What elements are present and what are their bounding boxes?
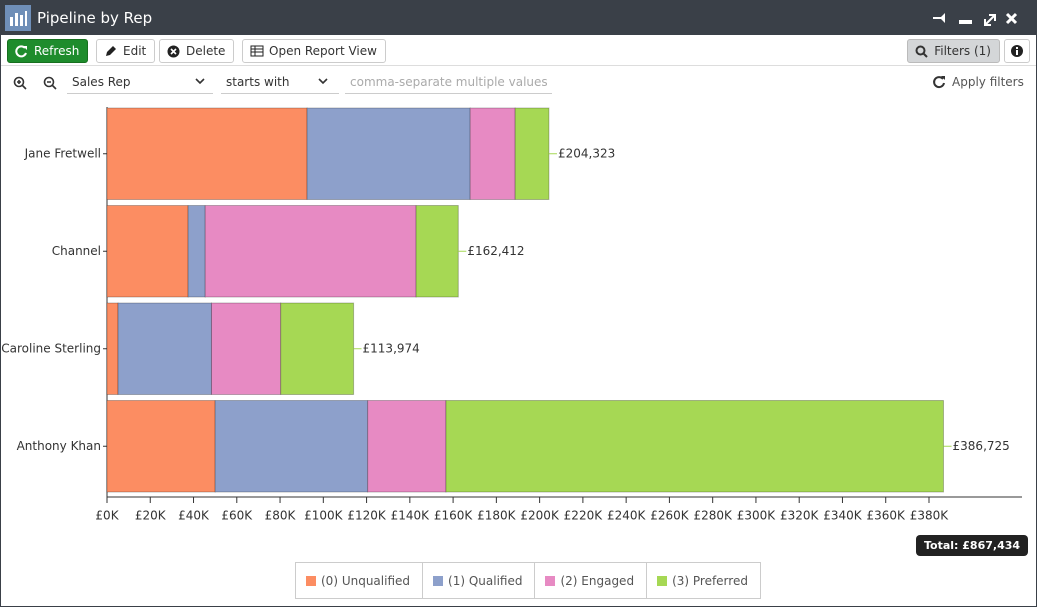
button-label: Edit <box>123 44 147 58</box>
bar-segment <box>210 302 282 395</box>
x-tick-label: £360K <box>867 509 907 523</box>
x-tick-label: £80K <box>265 509 297 523</box>
bar-segment <box>187 205 206 298</box>
bar-segment <box>280 302 355 395</box>
x-tick-label: £340K <box>823 509 863 523</box>
bar-segment <box>306 107 471 200</box>
chart: £0K £20K £40K £60K £80K £100K £120K £140K £160K £… <box>1 107 1022 523</box>
bar-segment <box>106 107 308 200</box>
edit-button[interactable]: Edit <box>96 39 156 63</box>
bar-segment <box>106 400 216 493</box>
y-tick-label: Channel <box>52 244 101 258</box>
y-tick-label: Caroline Sterling <box>1 341 101 355</box>
y-tick-label: Anthony Khan <box>17 439 101 453</box>
legend-label: (0) Unqualified <box>321 573 411 588</box>
filter-field[interactable]: Sales Rep <box>72 75 131 89</box>
divider <box>1 65 1036 66</box>
underline <box>221 93 339 94</box>
report-button[interactable]: Open Report View <box>242 39 386 63</box>
apply-filters[interactable]: Apply filters <box>952 75 1024 89</box>
filter-operator[interactable]: starts with <box>226 75 290 89</box>
refresh-button[interactable]: Refresh <box>7 39 89 63</box>
bar-segment <box>445 400 944 493</box>
x-tick-label: £160K <box>434 509 474 523</box>
bar-segment <box>214 400 369 493</box>
bar-segment <box>469 107 516 200</box>
x-tick-label: £120K <box>347 509 387 523</box>
x-tick-label: £280K <box>693 509 733 523</box>
underline <box>345 93 552 94</box>
bar-segment <box>415 205 459 298</box>
legend-item[interactable]: (2) Engaged <box>535 563 648 598</box>
x-tick-label: £260K <box>650 509 690 523</box>
legend-swatch <box>657 575 668 586</box>
y-tick-label: Jane Fretwell <box>24 146 101 160</box>
x-tick-label: £0K <box>95 509 119 523</box>
legend-swatch <box>433 575 444 586</box>
button-label: Open Report View <box>269 44 377 58</box>
x-tick-label: £200K <box>520 509 560 523</box>
window-controls[interactable] <box>931 9 1026 29</box>
legend-label: (3) Preferred <box>672 573 748 588</box>
legend-label: (1) Qualified <box>448 573 523 588</box>
x-tick-label: £100K <box>304 509 344 523</box>
legend-label: (2) Engaged <box>560 573 635 588</box>
legend-item[interactable]: (0) Unqualified <box>296 563 424 598</box>
button-label: Delete <box>186 44 226 58</box>
bar-segment <box>106 205 189 298</box>
legend: (0) Unqualified (1) Qualified (2) Engaged (… <box>295 562 761 599</box>
bar-segment <box>106 302 119 395</box>
bar-segment <box>204 205 417 298</box>
dropdown-arrows <box>195 78 328 85</box>
app-icon <box>5 5 31 31</box>
legend-item[interactable]: (3) Preferred <box>647 563 760 598</box>
total-badge: Total: £867,434 <box>916 535 1029 556</box>
x-tick-label: £40K <box>178 509 210 523</box>
total-label: £204,323 <box>558 146 615 160</box>
x-tick-label: £20K <box>135 509 167 523</box>
button-label: Refresh <box>34 44 80 58</box>
title-bar: Pipeline by Rep <box>1 1 1036 35</box>
bar-segment <box>367 400 447 493</box>
window-title: Pipeline by Rep <box>37 9 153 27</box>
x-tick-label: £240K <box>607 509 647 523</box>
legend-item[interactable]: (1) Qualified <box>423 563 536 598</box>
x-tick-label: £380K <box>910 509 950 523</box>
total-label: £113,974 <box>363 341 420 355</box>
underline <box>67 93 213 94</box>
x-tick-label: £220K <box>564 509 604 523</box>
delete-button[interactable]: Delete <box>159 39 235 63</box>
legend-swatch <box>545 575 556 586</box>
filter-value-input[interactable]: comma-separate multiple values <box>350 75 548 89</box>
filters-button[interactable]: Filters (1) <box>907 39 1000 63</box>
x-tick-label: £180K <box>477 509 517 523</box>
bar-segment <box>117 302 212 395</box>
apply-icon <box>933 76 945 89</box>
x-tick-label: £140K <box>391 509 431 523</box>
x-tick-label: £320K <box>780 509 820 523</box>
bar-segment <box>514 107 550 200</box>
info-button[interactable] <box>1004 39 1030 63</box>
total-label: £386,725 <box>953 439 1010 453</box>
legend-swatch <box>306 575 316 586</box>
x-tick-label: £60K <box>221 509 253 523</box>
zoom-buttons[interactable] <box>13 76 63 90</box>
button-label: Filters (1) <box>934 44 991 58</box>
x-tick-label: £300K <box>737 509 777 523</box>
total-label: £162,412 <box>467 244 524 258</box>
